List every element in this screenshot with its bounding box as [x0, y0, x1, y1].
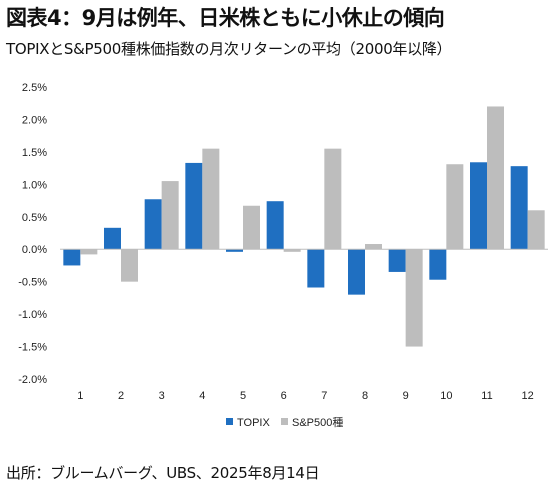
bar-topix-2: [104, 227, 121, 250]
x-tick-label: 10: [440, 390, 452, 402]
source-note: 出所：ブルームバーグ、UBS、2025年8月14日: [6, 464, 320, 482]
x-tick-label: 1: [77, 390, 83, 402]
y-tick-label: 1.0%: [22, 179, 47, 191]
bar-topix-5: [226, 249, 243, 252]
x-axis: 1 2 3 4 5 6 7 8 9 10 11 12: [77, 390, 534, 402]
bar-sp500-11: [487, 106, 504, 250]
x-tick-label: 6: [281, 390, 287, 402]
y-tick-label: 2.5%: [22, 82, 47, 94]
bar-sp500-10: [446, 164, 464, 250]
bar-topix-8: [348, 249, 365, 295]
bar-topix-11: [470, 162, 487, 250]
y-axis: -2.0% -1.5% -1.0% -0.5% 0.0% 0.5% 1.0% 1.5% 2.0%…: [18, 82, 47, 386]
y-tick-label: 2.0%: [22, 114, 47, 126]
x-tick-label: 8: [362, 390, 368, 402]
bar-sp500-7: [324, 148, 342, 250]
legend-swatch-sp500: [281, 418, 288, 425]
legend-label-sp500: S&P500種: [292, 415, 343, 429]
bar-sp500-12: [527, 210, 545, 250]
y-tick-label: -2.0%: [18, 374, 47, 386]
x-tick-label: 12: [522, 390, 534, 402]
x-tick-label: 9: [403, 390, 409, 402]
bar-sp500-6: [283, 249, 301, 252]
x-tick-label: 2: [118, 390, 124, 402]
x-tick-label: 5: [240, 390, 246, 402]
chart-title: 図表4：9月は例年、日米株ともに小休止の傾向: [6, 6, 445, 30]
bar-sp500-3: [161, 181, 179, 250]
y-tick-label: 0.0%: [22, 244, 47, 256]
x-tick-label: 7: [321, 390, 327, 402]
bar-topix-3: [144, 199, 162, 250]
bar-topix-1: [63, 249, 81, 266]
bar-topix-9: [388, 249, 406, 272]
bar-topix-4: [185, 162, 203, 250]
y-tick-label: 1.5%: [22, 147, 47, 159]
y-tick-label: -0.5%: [18, 277, 47, 289]
x-tick-label: 3: [159, 390, 165, 402]
bar-topix-7: [307, 249, 325, 288]
bar-sp500-9: [405, 249, 423, 347]
bar-sp500-2: [121, 249, 138, 282]
x-tick-label: 11: [481, 390, 492, 402]
bar-sp500-1: [80, 249, 98, 255]
bar-topix-10: [429, 249, 447, 280]
bar-sp500-8: [365, 244, 382, 250]
bars: [63, 106, 545, 347]
x-tick-label: 4: [199, 390, 205, 402]
bar-topix-12: [510, 166, 528, 250]
bar-sp500-4: [202, 148, 220, 250]
chart-subtitle: TOPIXとS&P500種株価指数の月次リターンの平均（2000年以降）: [6, 40, 452, 58]
y-tick-label: -1.5%: [18, 342, 47, 354]
y-tick-label: -1.0%: [18, 309, 47, 321]
y-tick-label: 0.5%: [22, 212, 47, 224]
bar-sp500-5: [243, 205, 260, 250]
legend: TOPIX S&P500種: [226, 415, 343, 429]
legend-label-topix: TOPIX: [237, 417, 270, 429]
bar-topix-6: [266, 201, 284, 250]
legend-swatch-topix: [226, 418, 233, 425]
